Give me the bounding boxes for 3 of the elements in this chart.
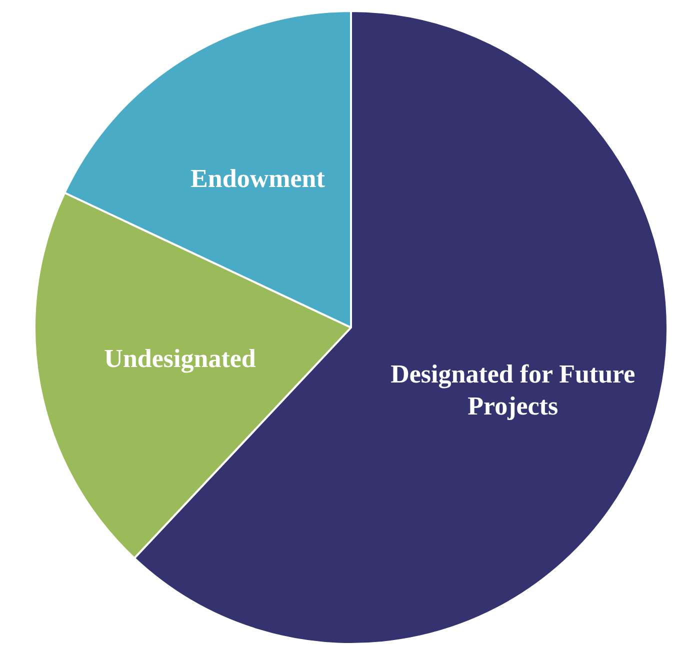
slice-label: Undesignated xyxy=(104,344,256,373)
slice-label: Endowment xyxy=(190,164,326,194)
slice-label: Designated for Future Projects xyxy=(390,359,636,420)
